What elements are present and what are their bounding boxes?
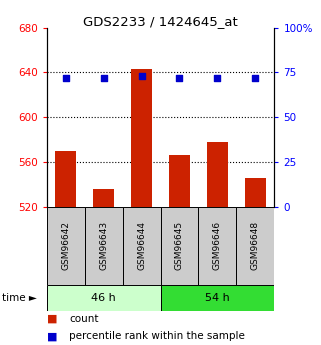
Bar bbox=[160, 207, 198, 285]
Bar bbox=[55, 151, 76, 207]
Bar bbox=[207, 142, 228, 207]
Point bbox=[177, 75, 182, 81]
Bar bbox=[131, 69, 152, 207]
Text: time ►: time ► bbox=[2, 293, 37, 303]
Text: percentile rank within the sample: percentile rank within the sample bbox=[69, 332, 245, 341]
Text: GSM96642: GSM96642 bbox=[61, 221, 70, 270]
Point bbox=[253, 75, 258, 81]
Text: GSM96646: GSM96646 bbox=[213, 221, 222, 270]
Text: GSM96643: GSM96643 bbox=[99, 221, 108, 270]
Text: ■: ■ bbox=[47, 314, 57, 324]
Bar bbox=[93, 189, 114, 207]
Text: count: count bbox=[69, 314, 99, 324]
Bar bbox=[237, 207, 274, 285]
Bar bbox=[160, 285, 274, 310]
Text: GSM96645: GSM96645 bbox=[175, 221, 184, 270]
Point bbox=[139, 73, 144, 79]
Text: GSM96648: GSM96648 bbox=[251, 221, 260, 270]
Point bbox=[63, 75, 68, 81]
Bar bbox=[123, 207, 160, 285]
Bar bbox=[47, 207, 84, 285]
Bar bbox=[198, 207, 237, 285]
Text: 46 h: 46 h bbox=[91, 293, 116, 303]
Point bbox=[215, 75, 220, 81]
Bar bbox=[47, 285, 160, 310]
Bar bbox=[169, 155, 190, 207]
Bar bbox=[84, 207, 123, 285]
Text: ■: ■ bbox=[47, 332, 57, 341]
Text: GDS2233 / 1424645_at: GDS2233 / 1424645_at bbox=[83, 16, 238, 29]
Point bbox=[101, 75, 106, 81]
Text: 54 h: 54 h bbox=[205, 293, 230, 303]
Bar bbox=[245, 178, 266, 207]
Text: GSM96644: GSM96644 bbox=[137, 221, 146, 270]
